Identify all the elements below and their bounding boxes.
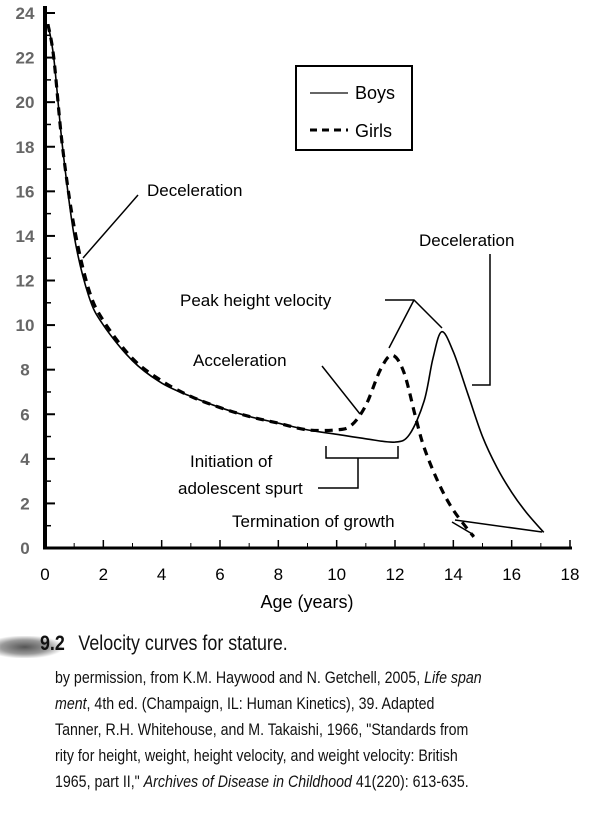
x-tick-label: 18 xyxy=(561,565,580,584)
y-tick-label: 2 xyxy=(20,494,29,513)
figure-caption: 9.2 Velocity curves for stature. xyxy=(40,632,288,656)
series-line-boys xyxy=(47,24,545,533)
scan-smudge xyxy=(0,636,62,658)
leader-line xyxy=(321,365,361,415)
x-tick-label: 6 xyxy=(215,565,224,584)
leader-line xyxy=(82,194,139,259)
figure-title: Velocity curves for stature. xyxy=(78,632,288,655)
x-axis-label: Age (years) xyxy=(260,592,353,612)
y-tick-label: 0 xyxy=(20,539,29,558)
y-tick-label: 4 xyxy=(20,450,30,469)
series-group xyxy=(46,23,545,538)
x-tick-label: 14 xyxy=(444,565,463,584)
y-tick-label: 18 xyxy=(16,138,35,157)
series-line-girls xyxy=(46,23,476,538)
figure-number: 9.2 xyxy=(40,632,65,655)
x-tick-label: 12 xyxy=(386,565,405,584)
leader-arrow xyxy=(451,521,475,536)
y-tick-label: 20 xyxy=(16,93,35,112)
legend-boys-label: Boys xyxy=(355,83,395,103)
credit-text: 1965, part II," xyxy=(55,773,144,791)
y-tick-label: 24 xyxy=(16,4,35,23)
bracket xyxy=(325,446,399,459)
annotations: Deceleration Deceleration Peak height ve… xyxy=(82,181,543,536)
credit-text: Life span xyxy=(424,669,482,687)
annotation-termination: Termination of growth xyxy=(232,512,395,531)
y-tick-label: 8 xyxy=(20,361,29,380)
y-tick-label: 10 xyxy=(16,316,35,335)
credit-text: 41(220): 613-635. xyxy=(351,773,469,791)
y-tick-label: 16 xyxy=(16,182,35,201)
legend-girls-label: Girls xyxy=(355,121,392,141)
legend-box xyxy=(295,65,413,151)
credit-text: Archives of Disease in Childhood xyxy=(143,773,352,791)
leader-arrow xyxy=(454,519,543,533)
credit-text: rity for height, weight, height velocity… xyxy=(55,747,458,765)
annotation-initiation-line1: Initiation of xyxy=(190,452,272,471)
x-tick-label: 8 xyxy=(274,565,283,584)
legend: Boys Girls xyxy=(295,65,413,151)
x-tick-label: 0 xyxy=(40,565,49,584)
credit-text: by permission, from K.M. Haywood and N. … xyxy=(55,669,425,687)
credit-text: ment xyxy=(55,695,87,713)
y-tick-label: 12 xyxy=(16,272,35,291)
annotation-initiation-line2: adolescent spurt xyxy=(178,479,303,498)
y-tick-label: 6 xyxy=(20,405,29,424)
credit-text: Tanner, R.H. Whitehouse, and M. Takaishi… xyxy=(55,721,469,739)
x-ticks: 0 2 4 6 8 10 12 14 16 18 xyxy=(40,540,579,584)
annotation-peak-velocity: Peak height velocity xyxy=(180,291,332,310)
x-tick-label: 4 xyxy=(157,565,166,584)
annotation-deceleration-early: Deceleration xyxy=(147,181,242,200)
annotation-deceleration-late: Deceleration xyxy=(419,231,514,250)
leader-line xyxy=(318,458,359,489)
credit-text: , 4th ed. (Champaign, IL: Human Kinetics… xyxy=(86,695,435,713)
x-tick-label: 10 xyxy=(327,565,346,584)
leader-line xyxy=(385,299,443,329)
leader-line xyxy=(472,254,491,386)
y-tick-label: 14 xyxy=(16,227,35,246)
figure-credit: by permission, from K.M. Haywood and N. … xyxy=(55,665,588,795)
y-tick-label: 22 xyxy=(16,49,35,68)
x-tick-label: 2 xyxy=(99,565,108,584)
annotation-acceleration: Acceleration xyxy=(193,351,287,370)
leader-line xyxy=(388,299,415,349)
x-tick-label: 16 xyxy=(502,565,521,584)
